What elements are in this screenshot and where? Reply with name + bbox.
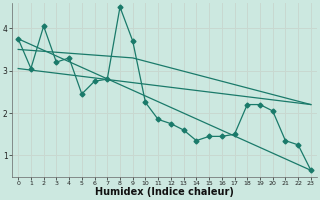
X-axis label: Humidex (Indice chaleur): Humidex (Indice chaleur)	[95, 187, 234, 197]
